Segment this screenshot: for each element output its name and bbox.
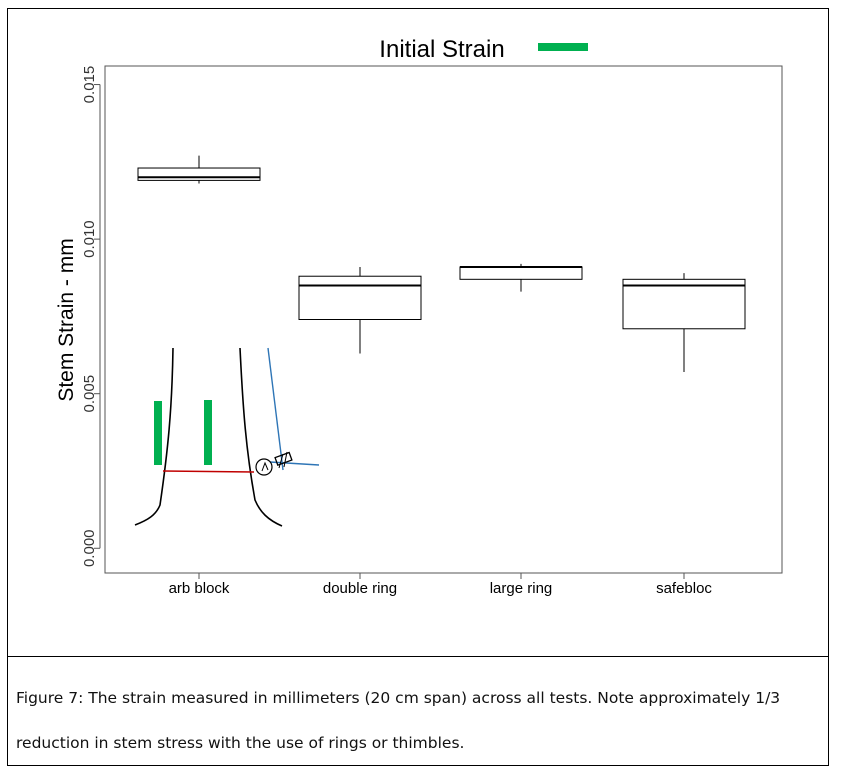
- sketch-ring-icon: [255, 458, 273, 476]
- legend-swatch: [538, 43, 588, 51]
- y-axis: 0.000 0.005 0.010 0.015: [81, 66, 101, 567]
- sketch-clip-tick: [278, 453, 284, 469]
- caption-divider: [7, 656, 829, 657]
- sketch-strain-bar-left: [154, 401, 162, 465]
- plot-panel: [104, 65, 783, 574]
- sketch-clip-tick-2: [283, 451, 288, 468]
- sketch-stem-left: [134, 347, 174, 526]
- y-tick-label: 0.005: [81, 375, 98, 413]
- sketch-blue-line-horizontal: [269, 461, 320, 466]
- box-iqr: [622, 278, 746, 330]
- inset-sketch: [134, 347, 320, 527]
- box-iqr: [459, 266, 583, 280]
- box-large-ring: [459, 263, 583, 292]
- y-tick-label: 0.015: [81, 66, 98, 104]
- boxes: [137, 155, 746, 373]
- sketch-ring-arrow: [261, 461, 269, 472]
- figure-caption: Figure 7: The strain measured in millime…: [16, 676, 816, 766]
- sketch-blue-line-vertical: [267, 347, 284, 471]
- sketch-stem-right: [239, 347, 283, 527]
- legend-title: Initial Strain: [379, 36, 504, 63]
- x-tick-label: safebloc: [656, 580, 712, 597]
- box-double-ring: [298, 266, 422, 354]
- y-axis-label: Stem Strain - mm: [55, 238, 78, 401]
- sketch-strain-bar-right: [204, 400, 212, 465]
- box-plot-chart: Initial Strain Stem Strain - mm 0.0000.0…: [55, 36, 783, 597]
- x-tick-label: double ring: [323, 580, 397, 597]
- caption-line-2: reduction in stem stress with the use of…: [16, 734, 465, 752]
- y-tick-label: 0.010: [81, 220, 98, 258]
- x-tick-label: arb block: [169, 580, 230, 597]
- box-iqr: [137, 167, 261, 181]
- figure-frame: [7, 8, 829, 766]
- caption-line-1: Figure 7: The strain measured in millime…: [16, 689, 781, 707]
- x-axis-labels: arb block double ring large ring safebloc: [169, 573, 712, 597]
- y-tick-label: 0.000: [81, 529, 98, 567]
- box-iqr: [298, 275, 422, 320]
- sketch-red-line: [162, 470, 255, 473]
- box-arb-block: [137, 155, 261, 184]
- box-safebloc: [622, 273, 746, 373]
- x-tick-label: large ring: [490, 580, 553, 597]
